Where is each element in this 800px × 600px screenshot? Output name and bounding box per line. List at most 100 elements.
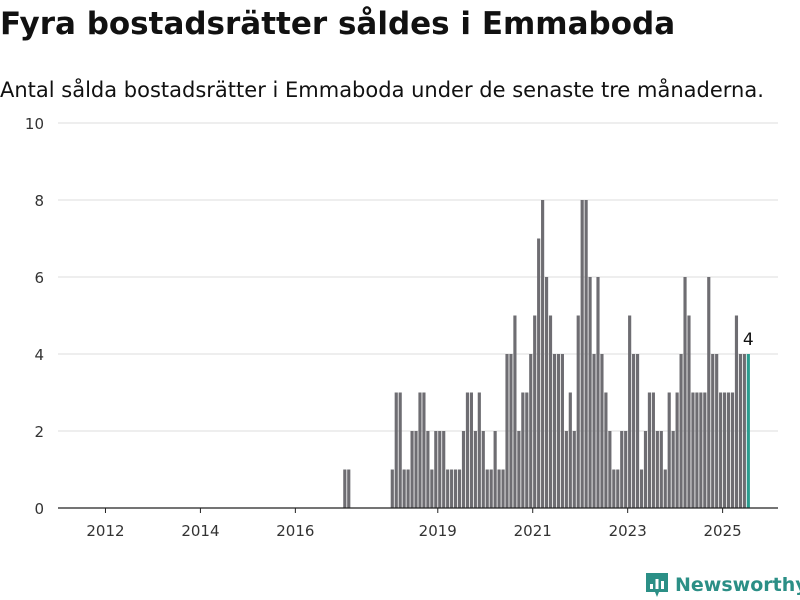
bar (430, 469, 434, 508)
bar (612, 469, 616, 508)
bar (730, 392, 735, 508)
bar (703, 392, 707, 508)
bar (552, 354, 557, 508)
bar (671, 431, 675, 508)
bar (588, 277, 592, 508)
bar (398, 392, 402, 508)
bar (742, 354, 746, 508)
bar (715, 354, 719, 508)
bar (628, 315, 632, 508)
bar (418, 392, 422, 508)
y-tick-label: 4 (34, 346, 44, 364)
bar (481, 431, 485, 508)
bar (426, 431, 430, 508)
bar (616, 469, 620, 508)
bar (580, 200, 584, 508)
bar (600, 354, 604, 508)
bar (493, 431, 497, 508)
x-tick-label: 2014 (181, 522, 219, 540)
bar (564, 431, 568, 508)
bar (446, 469, 450, 508)
bar (723, 392, 727, 508)
bar (726, 392, 731, 508)
bar (343, 469, 347, 508)
newsworthy-logo-icon (646, 573, 668, 597)
bar (509, 354, 513, 508)
y-tick-label: 10 (25, 115, 44, 133)
bar (497, 469, 501, 508)
bar (675, 392, 679, 508)
bar (632, 354, 636, 508)
bar (738, 354, 742, 508)
bar (560, 354, 564, 508)
bar (537, 238, 541, 508)
bar (548, 315, 553, 508)
bar (434, 431, 438, 508)
bar (525, 392, 529, 508)
bar (517, 431, 521, 508)
bar (477, 392, 481, 508)
bar (347, 469, 351, 508)
bar (639, 469, 644, 508)
bar (635, 354, 640, 508)
bar (659, 431, 663, 508)
bar (679, 354, 683, 508)
bar (620, 431, 624, 508)
newsworthy-logo-text: Newsworthy (675, 574, 800, 596)
bar (402, 469, 406, 508)
bar (457, 469, 462, 508)
bar (541, 200, 545, 508)
bar (489, 469, 493, 508)
bar (572, 431, 576, 508)
bar (505, 354, 509, 508)
bar (719, 392, 723, 508)
bar (529, 354, 533, 508)
bar (643, 431, 648, 508)
x-tick-label: 2021 (514, 522, 552, 540)
bar (533, 315, 537, 508)
bar (450, 469, 454, 508)
bar (711, 354, 715, 508)
bar (734, 315, 739, 508)
bar (544, 277, 549, 508)
bar (454, 469, 458, 508)
bar (442, 431, 446, 508)
highlight-value-label: 4 (743, 330, 754, 350)
bar (469, 392, 473, 508)
bar (687, 315, 691, 508)
bar (513, 315, 517, 508)
x-tick-label: 2019 (419, 522, 457, 540)
bar (695, 392, 699, 508)
bar (556, 354, 561, 508)
bar (592, 354, 596, 508)
y-tick-label: 2 (34, 423, 44, 441)
bar (501, 469, 505, 508)
x-tick-label: 2016 (276, 522, 314, 540)
bar (521, 392, 525, 508)
bar (691, 392, 695, 508)
newsworthy-logo: Newsworthy (644, 570, 800, 600)
bar (647, 392, 652, 508)
bar (746, 354, 750, 508)
x-tick-label: 2023 (609, 522, 647, 540)
bar (608, 431, 612, 508)
y-tick-label: 8 (34, 192, 44, 210)
bar (663, 469, 667, 508)
chart-title: Fyra bostadsrätter såldes i Emmaboda (0, 6, 676, 42)
bar (568, 392, 572, 508)
bar (465, 392, 470, 508)
bar (707, 277, 711, 508)
chart-subtitle: Antal sålda bostadsrätter i Emmaboda und… (0, 78, 764, 102)
bar (414, 431, 418, 508)
bar (406, 469, 410, 508)
bar (576, 315, 580, 508)
bar (410, 431, 414, 508)
bar (461, 431, 466, 508)
bar (655, 431, 659, 508)
bar (651, 392, 655, 508)
bar (473, 431, 477, 508)
bar (699, 392, 703, 508)
bar (604, 392, 608, 508)
x-tick-label: 2025 (704, 522, 742, 540)
